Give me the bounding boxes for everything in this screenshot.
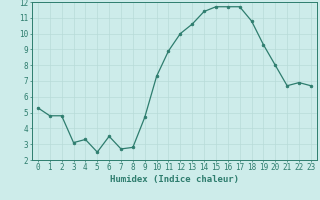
X-axis label: Humidex (Indice chaleur): Humidex (Indice chaleur) (110, 175, 239, 184)
